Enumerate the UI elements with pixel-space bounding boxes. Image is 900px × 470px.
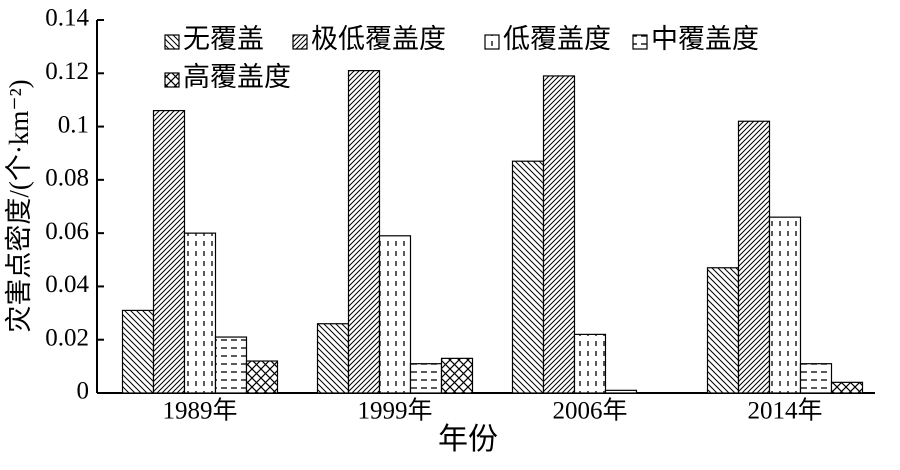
bar (737, 120, 771, 394)
x-tick-label: 2014年 (747, 397, 822, 425)
bar (799, 363, 833, 394)
bar (542, 75, 576, 394)
legend-label: 极低覆盖度 (311, 24, 446, 54)
bar (183, 232, 217, 394)
legend-swatch (484, 34, 500, 50)
bar (316, 323, 350, 394)
bar (573, 333, 607, 394)
y-tick-label: 0.14 (45, 5, 89, 32)
bar (378, 235, 412, 394)
bar (152, 109, 186, 394)
bar (604, 389, 638, 394)
y-tick-label: 0.06 (45, 218, 89, 245)
bar (440, 357, 474, 394)
bar (511, 160, 545, 394)
bar (347, 70, 381, 394)
y-tick-label: 0.04 (45, 271, 89, 298)
legend-swatch (632, 34, 648, 50)
x-axis-title: 年份 (438, 423, 498, 456)
y-tick-label: 0 (77, 378, 90, 405)
bar (768, 216, 802, 394)
y-tick-label: 0.08 (45, 165, 89, 192)
legend-label: 高覆盖度 (183, 62, 291, 92)
bar (409, 363, 443, 394)
y-tick-label: 0.12 (45, 58, 89, 85)
legend-label: 中覆盖度 (651, 24, 759, 54)
legend-label: 低覆盖度 (503, 24, 611, 54)
bar (245, 360, 279, 394)
bar (214, 336, 248, 394)
legend-label: 无覆盖 (183, 24, 264, 54)
bar (706, 267, 740, 394)
x-tick-label: 1999年 (357, 397, 432, 425)
y-tick-label: 0.1 (58, 111, 89, 138)
legend-swatch (164, 72, 180, 88)
y-axis-title: 灾害点密度/(个·km⁻²) (4, 79, 34, 332)
y-tick-label: 0.02 (45, 324, 89, 351)
bar (121, 309, 155, 394)
legend-swatch (164, 34, 180, 50)
x-tick-label: 1989年 (162, 397, 237, 425)
legend-swatch (292, 34, 308, 50)
x-tick-label: 2006年 (552, 397, 627, 425)
bar (830, 381, 864, 394)
